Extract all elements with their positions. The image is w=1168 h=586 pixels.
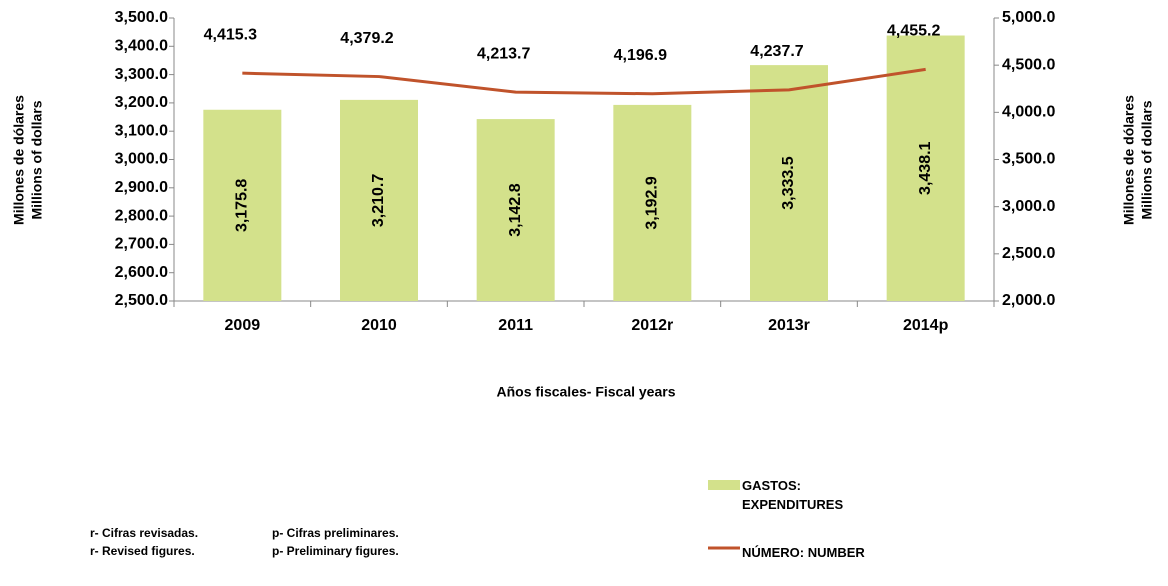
bar-value-label: 3,175.8 bbox=[234, 179, 251, 232]
y2-tick-label: 3,500.0 bbox=[1002, 151, 1055, 168]
y2-tick-label: 2,000.0 bbox=[1002, 292, 1055, 309]
y-tick-label: 2,700.0 bbox=[115, 236, 168, 253]
line-value-label: 4,415.3 bbox=[204, 26, 257, 43]
x-tick-label: 2011 bbox=[498, 317, 533, 334]
y-axis-title: Millions of dollars bbox=[29, 100, 45, 219]
note: r- Cifras revisadas. bbox=[90, 526, 198, 540]
bar bbox=[340, 99, 418, 301]
bar-value-label: 3,142.8 bbox=[507, 183, 524, 236]
bar bbox=[750, 65, 828, 301]
x-tick-label: 2013r bbox=[768, 317, 810, 334]
y-tick-label: 3,000.0 bbox=[115, 151, 168, 168]
y-tick-label: 3,200.0 bbox=[115, 94, 168, 111]
bar-value-label: 3,210.7 bbox=[370, 174, 387, 227]
y2-tick-label: 3,000.0 bbox=[1002, 198, 1055, 215]
y-tick-label: 2,900.0 bbox=[115, 179, 168, 196]
y2-axis-title: Millones de dólares bbox=[1121, 95, 1137, 225]
bar-value-label: 3,438.1 bbox=[917, 141, 934, 194]
bar-value-label: 3,333.5 bbox=[780, 156, 797, 209]
line bbox=[242, 67, 926, 96]
bar-value-label: 3,192.9 bbox=[644, 176, 661, 229]
x-tick-label: 2014p bbox=[903, 317, 949, 334]
x-tick-label: 2012r bbox=[631, 317, 673, 334]
y-tick-label: 3,400.0 bbox=[115, 38, 168, 55]
bar bbox=[613, 104, 692, 301]
y-tick-label: 3,500.0 bbox=[115, 9, 168, 26]
bar bbox=[476, 119, 555, 301]
x-tick-label: 2009 bbox=[225, 317, 261, 334]
line-value-label: 4,379.2 bbox=[340, 30, 393, 47]
y2-tick-label: 2,500.0 bbox=[1002, 245, 1055, 262]
note: r- Revised figures. bbox=[90, 544, 195, 558]
legend-label: GASTOS: EXPENDITURES bbox=[742, 478, 844, 512]
legend-swatch bbox=[708, 480, 740, 490]
y2-tick-label: 4,500.0 bbox=[1002, 56, 1055, 73]
y2-tick-label: 5,000.0 bbox=[1002, 9, 1055, 26]
y-axis-title: Millones de dólares bbox=[11, 95, 27, 225]
y-tick-label: 2,800.0 bbox=[115, 207, 168, 224]
y-tick-label: 3,300.0 bbox=[115, 66, 168, 83]
note: p- Cifras preliminares. bbox=[272, 526, 399, 540]
line-value-label: 4,237.7 bbox=[750, 43, 803, 60]
line-value-label: 4,213.7 bbox=[477, 45, 530, 62]
note: p- Preliminary figures. bbox=[272, 544, 399, 558]
legend-label: NÚMERO: NUMBER bbox=[742, 545, 865, 560]
x-axis-title: Años fiscales- Fiscal years bbox=[497, 384, 676, 400]
bar bbox=[203, 109, 282, 301]
x-tick-label: 2010 bbox=[361, 317, 397, 334]
y2-tick-label: 4,000.0 bbox=[1002, 104, 1055, 121]
line-value-label: 4,196.9 bbox=[614, 47, 667, 64]
line-value-label: 4,455.2 bbox=[887, 23, 940, 40]
bar bbox=[886, 35, 965, 301]
y-tick-label: 2,500.0 bbox=[115, 292, 168, 309]
y-tick-label: 3,100.0 bbox=[115, 122, 168, 139]
y2-axis-title: Millions of dollars bbox=[1139, 100, 1155, 219]
y-tick-label: 2,600.0 bbox=[115, 264, 168, 281]
